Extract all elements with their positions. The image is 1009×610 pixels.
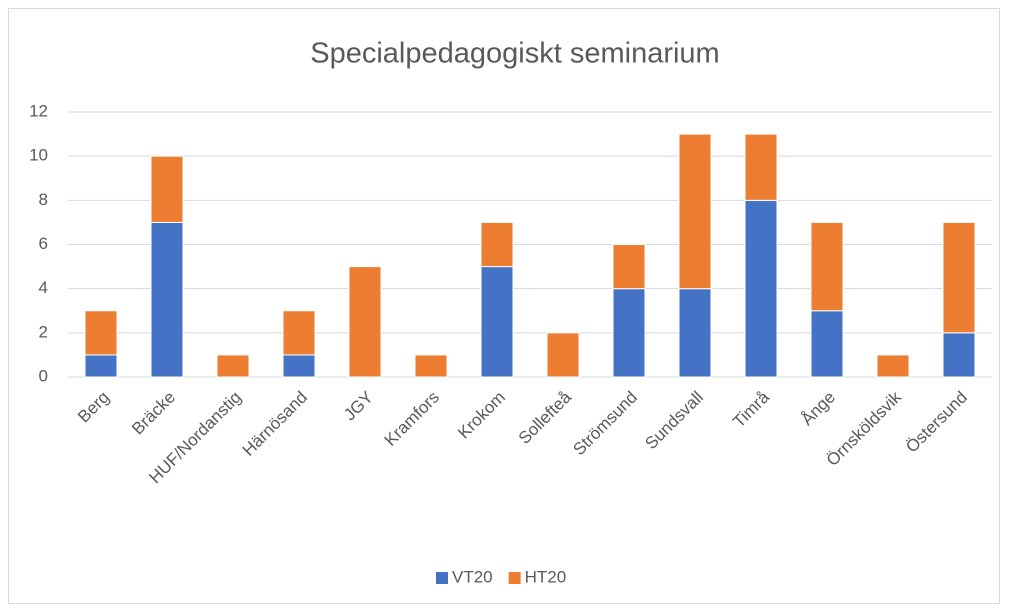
bar-segment <box>84 310 118 356</box>
bar-segment <box>810 310 844 378</box>
y-tick-label: 10 <box>29 146 48 165</box>
bar-segment <box>612 288 646 378</box>
bar-segment <box>282 310 316 356</box>
bar-segment <box>546 332 580 378</box>
bar-segment <box>480 266 514 378</box>
bar-segment <box>744 133 778 201</box>
bar-segment <box>678 288 712 378</box>
bar-segment <box>744 199 778 378</box>
y-tick-label: 6 <box>39 234 48 253</box>
bar-segment <box>150 155 184 223</box>
chart-title: Specialpedagogiskt seminarium <box>310 38 719 70</box>
bar-segment <box>480 221 514 268</box>
bar-segment <box>84 354 118 378</box>
legend-swatch <box>508 572 521 584</box>
y-tick-label: 8 <box>39 190 48 209</box>
legend-label: VT20 <box>452 567 493 586</box>
y-tick-label: 0 <box>39 366 48 385</box>
bar-segment <box>348 266 382 378</box>
bar-segment <box>282 354 316 378</box>
bar-segment <box>942 221 976 334</box>
bar-segment <box>678 133 712 290</box>
bar-segment <box>810 221 844 312</box>
y-tick-label: 4 <box>39 278 48 297</box>
bar-segment <box>612 244 646 290</box>
bar-segment <box>150 221 184 378</box>
y-tick-label: 2 <box>39 322 48 341</box>
legend-label: HT20 <box>525 567 567 586</box>
bar-segment <box>414 354 448 378</box>
bar-segment <box>216 354 250 378</box>
bar-segment <box>876 354 910 378</box>
legend-swatch <box>436 572 448 584</box>
bar-segment <box>942 332 976 378</box>
y-tick-label: 12 <box>29 101 48 120</box>
